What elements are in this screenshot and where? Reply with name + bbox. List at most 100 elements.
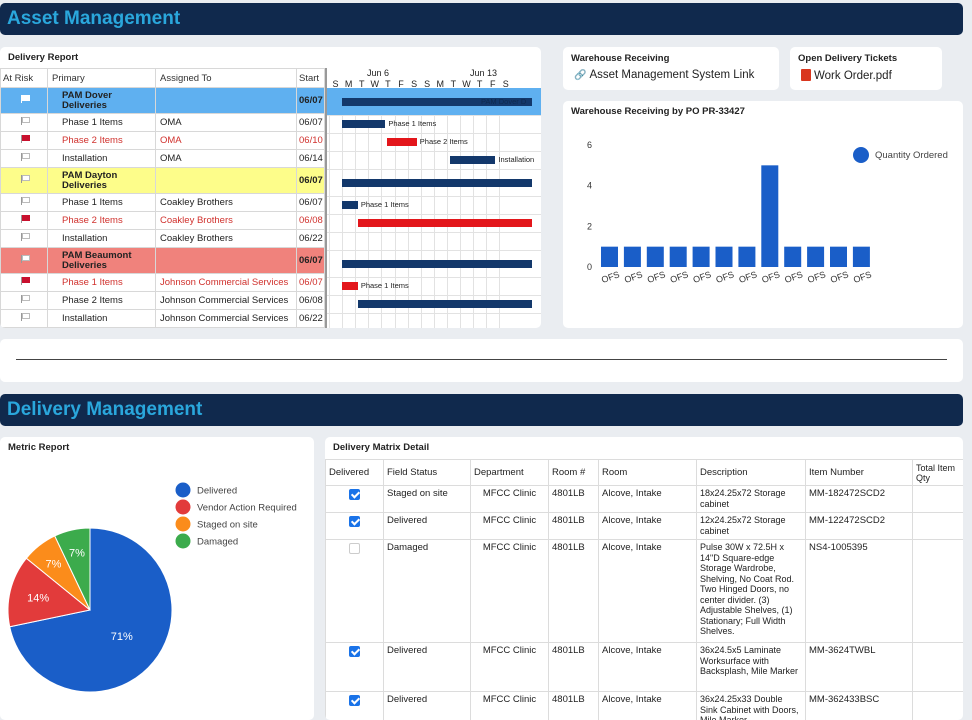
at-risk-flag-cell[interactable] <box>0 87 48 114</box>
legend-dot <box>175 516 191 532</box>
flag-icon[interactable] <box>20 95 30 103</box>
delivered-checkbox[interactable] <box>349 543 360 554</box>
at-risk-flag-cell[interactable] <box>0 247 48 274</box>
col-room[interactable]: Room <box>598 459 697 486</box>
gantt-day-label: F <box>489 79 496 89</box>
matrix-row[interactable]: Damaged MFCC Clinic 4801LB Alcove, Intake Pu… <box>325 539 963 643</box>
pie-slice-label: 71% <box>111 631 133 643</box>
col-room-number[interactable]: Room # <box>548 459 599 486</box>
gantt-day-column <box>420 88 422 328</box>
matrix-row[interactable]: Staged on site MFCC Clinic 4801LB Alcove, I… <box>325 485 963 513</box>
flag-icon[interactable] <box>20 233 30 241</box>
delivery-group-row[interactable]: PAM Dayton Deliveries 06/07 <box>0 167 325 194</box>
red-flag-icon[interactable] <box>20 277 30 285</box>
col-start[interactable]: Start <box>296 68 325 88</box>
assigned-to-cell: Johnson Commercial Services <box>155 291 297 310</box>
gantt-bar[interactable] <box>342 259 533 268</box>
flag-icon[interactable] <box>20 117 30 125</box>
delivered-checkbox[interactable] <box>349 489 360 500</box>
flag-icon[interactable] <box>20 255 30 263</box>
gantt-week-label: Jun 13 <box>470 68 498 78</box>
at-risk-flag-cell[interactable] <box>0 131 48 150</box>
col-description[interactable]: Description <box>696 459 806 486</box>
flag-icon[interactable] <box>20 175 30 183</box>
link-icon: 🔗 <box>574 70 587 81</box>
delivery-management-header: Delivery Management <box>0 394 963 426</box>
gantt-bar[interactable] <box>357 219 533 227</box>
po-bar <box>761 165 779 267</box>
assigned-to-cell <box>155 87 297 114</box>
flag-icon[interactable] <box>20 197 30 205</box>
gantt-bar[interactable] <box>342 120 386 128</box>
delivery-task-row[interactable]: Installation OMA 06/14 <box>0 149 325 168</box>
start-date-cell: 06/22 <box>296 309 325 328</box>
gantt-bar[interactable] <box>357 300 533 308</box>
delivery-task-row[interactable]: Phase 2 Items Coakley Brothers 06/08 <box>0 211 325 230</box>
gantt-bar[interactable] <box>342 97 533 106</box>
start-date-cell: 06/07 <box>296 193 325 212</box>
col-primary[interactable]: Primary <box>47 68 156 88</box>
delivery-task-row[interactable]: Installation Coakley Brothers 06/22 <box>0 229 325 248</box>
room-number-cell: 4801LB <box>548 485 599 513</box>
field-status-cell: Staged on site <box>383 485 471 513</box>
gantt-row-divider <box>327 295 541 296</box>
at-risk-flag-cell[interactable] <box>0 149 48 168</box>
matrix-row[interactable]: Delivered MFCC Clinic 4801LB Alcove, Intake… <box>325 642 963 692</box>
at-risk-flag-cell[interactable] <box>0 167 48 194</box>
at-risk-flag-cell[interactable] <box>0 193 48 212</box>
description-cell: 12x24.25x72 Storage cabinet <box>696 512 806 540</box>
section-title: Delivery Management <box>7 399 203 420</box>
delivery-group-row[interactable]: PAM Beaumont Deliveries 06/07 <box>0 247 325 274</box>
gantt-row-divider <box>327 169 541 170</box>
matrix-row[interactable]: Delivered MFCC Clinic 4801LB Alcove, Intake… <box>325 512 963 540</box>
matrix-row[interactable]: Delivered MFCC Clinic 4801LB Alcove, Intake… <box>325 691 963 720</box>
delivery-matrix-card: Delivery Matrix Detail Delivered Field S… <box>325 437 963 720</box>
at-risk-flag-cell[interactable] <box>0 211 48 230</box>
at-risk-flag-cell[interactable] <box>0 291 48 310</box>
at-risk-flag-cell[interactable] <box>0 113 48 132</box>
flag-icon[interactable] <box>20 313 30 321</box>
gantt-bar[interactable] <box>342 201 358 209</box>
delivery-group-row[interactable]: PAM Dover Deliveries 06/07 <box>0 87 325 114</box>
y-tick-label: 0 <box>587 262 592 272</box>
red-flag-icon[interactable] <box>20 135 30 143</box>
col-field-status[interactable]: Field Status <box>383 459 471 486</box>
gantt-bar[interactable] <box>386 138 417 146</box>
red-flag-icon[interactable] <box>20 215 30 223</box>
delivered-checkbox[interactable] <box>349 646 360 657</box>
work-order-file-label: Work Order.pdf <box>814 70 892 82</box>
gantt-bar[interactable] <box>342 178 533 187</box>
col-item-number[interactable]: Item Number <box>805 459 913 486</box>
legend-label: Vendor Action Required <box>197 503 297 514</box>
delivered-cell <box>325 485 384 513</box>
delivery-task-row[interactable]: Phase 1 Items OMA 06/07 <box>0 113 325 132</box>
work-order-file[interactable]: Work Order.pdf <box>801 69 892 82</box>
gantt-day-label: T <box>385 79 391 89</box>
delivered-checkbox[interactable] <box>349 516 360 527</box>
asset-system-link[interactable]: 🔗 Asset Management System Link <box>574 69 754 81</box>
delivery-task-row[interactable]: Phase 2 Items Johnson Commercial Services… <box>0 291 325 310</box>
col-delivered[interactable]: Delivered <box>325 459 384 486</box>
delivery-task-row[interactable]: Phase 1 Items Coakley Brothers 06/07 <box>0 193 325 212</box>
gantt-day-label: S <box>332 79 339 89</box>
start-date-cell: 06/08 <box>296 291 325 310</box>
gantt-bar[interactable] <box>449 156 496 164</box>
delivery-task-row[interactable]: Phase 2 Items OMA 06/10 <box>0 131 325 150</box>
col-total-item-qty[interactable]: Total Item Qty <box>912 459 963 486</box>
delivered-checkbox[interactable] <box>349 695 360 706</box>
col-department[interactable]: Department <box>470 459 549 486</box>
at-risk-flag-cell[interactable] <box>0 273 48 292</box>
col-assigned-to[interactable]: Assigned To <box>155 68 297 88</box>
room-number-cell: 4801LB <box>548 512 599 540</box>
total-item-qty-cell <box>912 485 963 513</box>
at-risk-flag-cell[interactable] <box>0 229 48 248</box>
flag-icon[interactable] <box>20 153 30 161</box>
x-tick-label: OFS <box>760 269 781 285</box>
at-risk-flag-cell[interactable] <box>0 309 48 328</box>
delivery-task-row[interactable]: Phase 1 Items Johnson Commercial Services… <box>0 273 325 292</box>
gantt-bar[interactable] <box>342 282 358 290</box>
col-at-risk[interactable]: At Risk <box>0 68 48 88</box>
y-tick-label: 2 <box>587 221 592 231</box>
flag-icon[interactable] <box>20 295 30 303</box>
delivery-task-row[interactable]: Installation Johnson Commercial Services 0… <box>0 309 325 328</box>
